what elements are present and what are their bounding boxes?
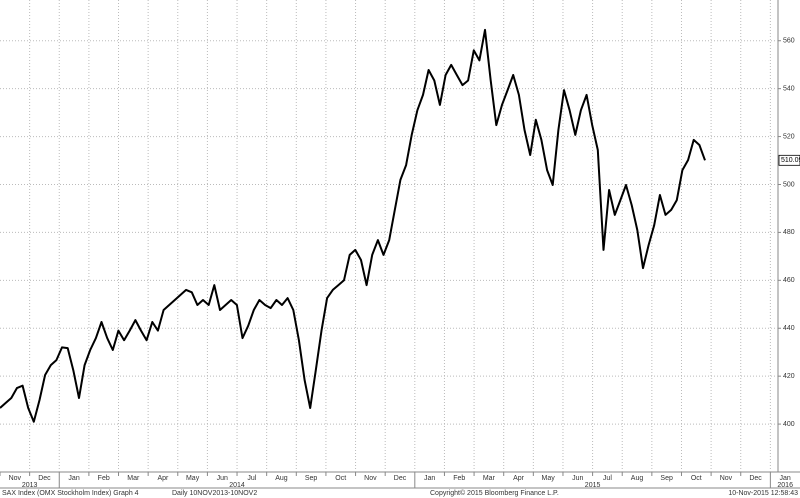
y-tick-label: 440: [783, 325, 795, 332]
y-tick-label: 560: [783, 38, 795, 45]
x-tick-label: Jan: [780, 475, 791, 482]
x-tick-label: Jan: [68, 475, 79, 482]
x-tick-label: Mar: [127, 475, 140, 482]
x-tick-label: Aug: [631, 475, 644, 482]
price-line: [0, 28, 706, 423]
year-label: 2014: [229, 482, 245, 489]
x-tick-label: Apr: [158, 475, 170, 482]
y-tick-label: 500: [783, 181, 795, 188]
x-tick-label: Dec: [749, 475, 762, 482]
y-tick-label: 460: [783, 277, 795, 284]
x-tick-label: May: [186, 475, 200, 482]
x-tick-label: Nov: [720, 475, 733, 482]
x-tick-label: Mar: [483, 475, 496, 482]
x-tick-label: Jan: [424, 475, 435, 482]
footer-copyright: Copyright© 2015 Bloomberg Finance L.P.: [430, 489, 559, 497]
footer-timestamp: 10-Nov-2015 12:58:43: [728, 490, 798, 497]
x-tick-label: Jun: [217, 475, 228, 482]
x-tick-label: Aug: [275, 475, 288, 482]
x-tick-label: Apr: [513, 475, 525, 482]
x-tick-label: Sep: [305, 475, 318, 482]
x-tick-label: Oct: [335, 475, 346, 482]
year-label: 2015: [585, 482, 601, 489]
x-tick-label: Jul: [247, 475, 256, 482]
last-value-box: [778, 154, 800, 166]
y-tick-label: 400: [783, 421, 795, 428]
x-tick-label: Dec: [38, 475, 51, 482]
last-value-label: 510.09: [781, 157, 800, 164]
year-label: 2013: [22, 482, 38, 489]
x-tick-label: May: [542, 475, 556, 482]
y-tick-label: 480: [783, 229, 795, 236]
footer-range: Daily 10NOV2013-10NOV2: [172, 490, 257, 497]
y-tick-label: 520: [783, 133, 795, 140]
y-tick-label: 420: [783, 373, 795, 380]
y-tick-label: 540: [783, 85, 795, 92]
x-tick-label: Oct: [691, 475, 702, 482]
x-tick-label: Jun: [572, 475, 583, 482]
x-tick-label: Sep: [660, 475, 673, 482]
year-label: 2016: [777, 482, 793, 489]
x-tick-label: Feb: [453, 475, 465, 482]
x-tick-label: Jul: [603, 475, 612, 482]
x-tick-label: Nov: [364, 475, 377, 482]
x-tick-label: Feb: [98, 475, 110, 482]
x-tick-label: Dec: [394, 475, 407, 482]
footer-left: SAX Index (OMX Stockholm Index) Graph 4: [2, 490, 139, 497]
x-tick-label: Nov: [9, 475, 22, 482]
